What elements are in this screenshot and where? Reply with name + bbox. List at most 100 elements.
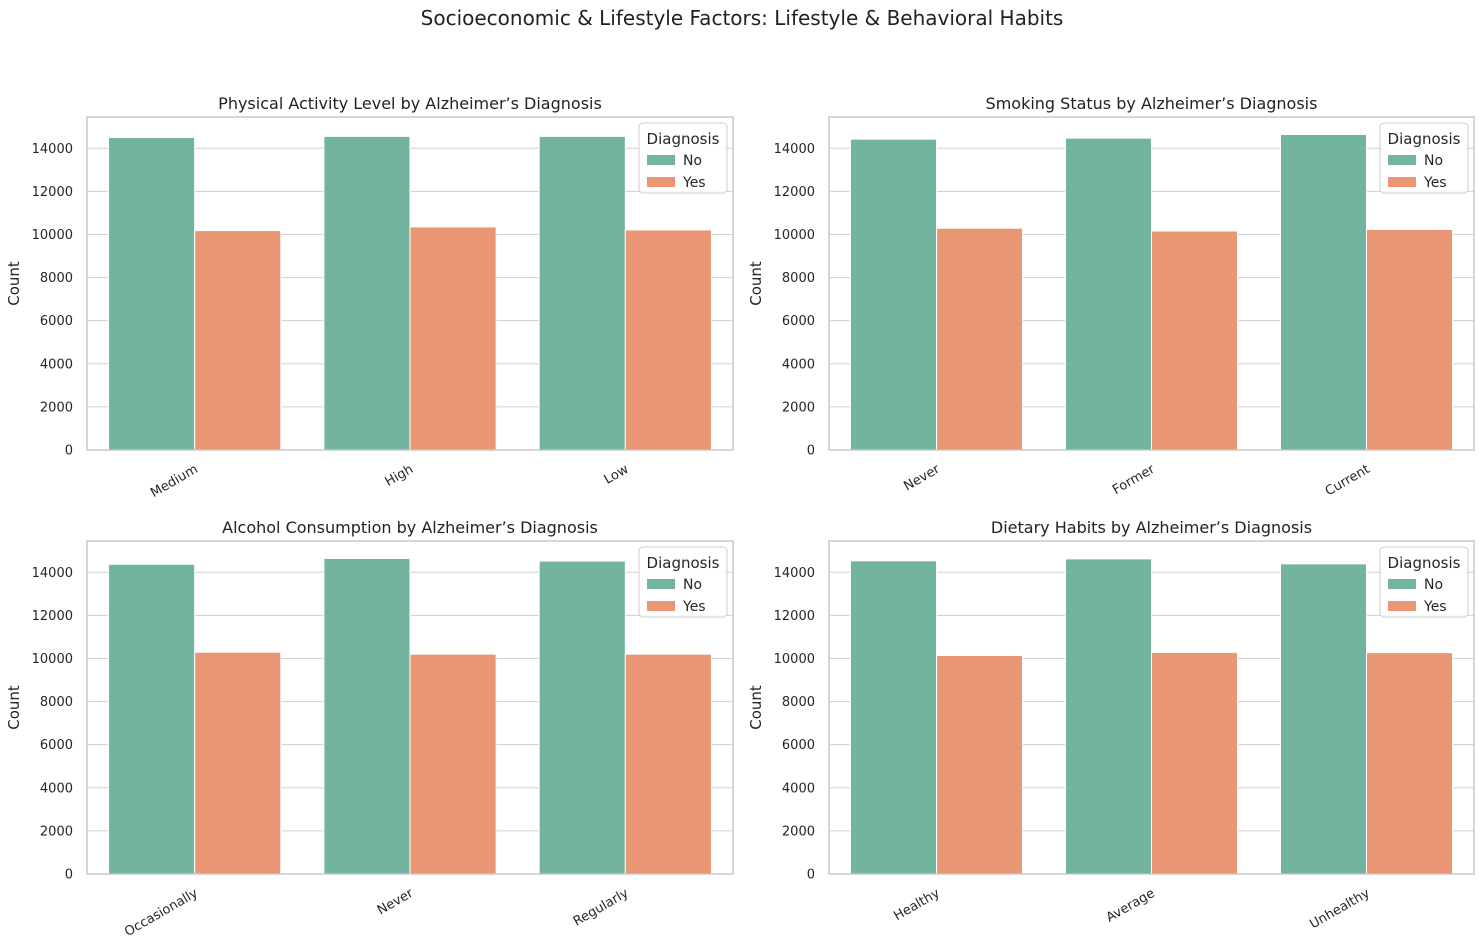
bar-low-no xyxy=(538,135,626,451)
y-tick-label: 2000 xyxy=(40,400,73,415)
legend-swatch-no xyxy=(647,155,675,165)
y-tick-label: 12000 xyxy=(774,609,815,624)
legend-title: Diagnosis xyxy=(647,554,720,572)
y-tick-label: 10000 xyxy=(774,652,815,667)
bar-medium-no xyxy=(108,136,196,451)
bar-healthy-yes xyxy=(936,654,1023,875)
x-tick-label: Medium xyxy=(148,462,201,501)
subplot-title: Dietary Habits by Alzheimer’s Diagnosis xyxy=(991,518,1312,537)
legend-label-yes: Yes xyxy=(682,599,706,615)
axes-frame xyxy=(86,540,734,875)
bar-unhealthy-no xyxy=(1280,563,1367,875)
bar-occasionally-no xyxy=(108,563,196,875)
y-axis-label: Count xyxy=(5,685,23,730)
legend-label-yes: Yes xyxy=(1423,599,1447,615)
bar-current-yes xyxy=(1366,229,1453,451)
y-tick-label: 6000 xyxy=(782,738,815,753)
x-tick-label: Never xyxy=(901,462,943,495)
y-axis-label: Count xyxy=(747,685,765,730)
bar-occasionally-yes xyxy=(194,651,282,875)
subplot-4: 0 2000 4000 6000 8000 10000 12000 14000 Healthy A… xyxy=(747,518,1475,932)
x-tick-label: High xyxy=(383,462,416,490)
legend-swatch-yes xyxy=(647,601,675,611)
y-tick-label: 6000 xyxy=(782,314,815,329)
bar-former-no xyxy=(1065,137,1152,451)
bar-high-yes xyxy=(409,226,497,451)
x-tick-label: Former xyxy=(1110,462,1158,498)
bar-low-yes xyxy=(624,229,712,451)
legend-box xyxy=(1379,546,1469,618)
bar-average-no xyxy=(1065,558,1152,875)
legend-label-no: No xyxy=(1424,577,1443,593)
bar-never-no xyxy=(850,138,937,451)
y-tick-label: 4000 xyxy=(782,781,815,796)
bar-former-yes xyxy=(1151,230,1238,451)
y-tick-label: 10000 xyxy=(32,228,73,243)
x-tick-label: Current xyxy=(1323,462,1373,499)
y-tick-label: 8000 xyxy=(40,271,73,286)
legend-swatch-yes xyxy=(1388,177,1416,187)
y-tick-label: 0 xyxy=(65,444,73,459)
axes-frame xyxy=(828,116,1475,451)
legend-label-yes: Yes xyxy=(682,175,706,191)
y-tick-label: 10000 xyxy=(32,652,73,667)
y-tick-label: 14000 xyxy=(774,142,815,157)
subplot-title: Smoking Status by Alzheimer’s Diagnosis xyxy=(986,94,1318,113)
bar-unhealthy-yes xyxy=(1366,652,1453,875)
subplot-2: 0 2000 4000 6000 8000 10000 12000 14000 Never For… xyxy=(747,94,1475,499)
legend-swatch-yes xyxy=(1388,601,1416,611)
subplot-title: Physical Activity Level by Alzheimer’s D… xyxy=(218,94,602,113)
legend-title: Diagnosis xyxy=(1388,554,1461,572)
y-tick-label: 8000 xyxy=(40,695,73,710)
legend-swatch-no xyxy=(1388,579,1416,589)
legend: Diagnosis No Yes xyxy=(1379,122,1469,194)
y-tick-label: 14000 xyxy=(32,566,73,581)
x-tick-label: Never xyxy=(375,886,417,919)
x-tick-label: Low xyxy=(602,462,632,488)
y-tick-label: 2000 xyxy=(782,400,815,415)
bar-never-yes xyxy=(936,227,1023,451)
subplot-1: 0 2000 4000 6000 8000 10000 12000 14000 Medium Hi… xyxy=(5,94,734,501)
legend-title: Diagnosis xyxy=(1388,130,1461,148)
bar-current-no xyxy=(1280,133,1367,451)
legend-label-no: No xyxy=(1424,153,1443,169)
legend-swatch-yes xyxy=(647,177,675,187)
subplot-3: 0 2000 4000 6000 8000 10000 12000 14000 Occasion… xyxy=(5,518,734,940)
x-tick-label: Regularly xyxy=(571,886,632,930)
legend-label-no: No xyxy=(683,577,702,593)
legend-label-yes: Yes xyxy=(1423,175,1447,191)
y-tick-label: 2000 xyxy=(782,824,815,839)
x-tick-label: Healthy xyxy=(891,886,942,924)
bar-never-no xyxy=(323,557,411,875)
y-tick-label: 4000 xyxy=(782,357,815,372)
legend-swatch-no xyxy=(1388,155,1416,165)
y-tick-label: 8000 xyxy=(782,695,815,710)
bar-regularly-no xyxy=(538,560,626,875)
bar-average-yes xyxy=(1151,651,1238,875)
legend-box xyxy=(638,546,728,618)
bar-medium-yes xyxy=(194,230,282,451)
bar-healthy-no xyxy=(850,560,937,875)
y-tick-label: 8000 xyxy=(782,271,815,286)
y-tick-label: 12000 xyxy=(774,185,815,200)
bar-regularly-yes xyxy=(624,653,712,875)
legend-swatch-no xyxy=(647,579,675,589)
figure-suptitle: Socioeconomic & Lifestyle Factors: Lifes… xyxy=(420,6,1064,30)
subplot-title: Alcohol Consumption by Alzheimer’s Diagn… xyxy=(222,518,598,537)
y-tick-label: 4000 xyxy=(40,781,73,796)
legend-title: Diagnosis xyxy=(647,130,720,148)
axes-frame xyxy=(828,540,1475,875)
y-tick-label: 0 xyxy=(807,444,815,459)
axes-frame xyxy=(86,116,734,451)
y-tick-label: 12000 xyxy=(32,609,73,624)
y-tick-label: 0 xyxy=(65,868,73,883)
bar-never-yes xyxy=(409,653,497,875)
y-axis-label: Count xyxy=(5,261,23,306)
y-tick-label: 6000 xyxy=(40,738,73,753)
legend: Diagnosis No Yes xyxy=(1379,546,1469,618)
legend-box xyxy=(1379,122,1469,194)
legend: Diagnosis No Yes xyxy=(638,122,728,194)
y-tick-label: 10000 xyxy=(774,228,815,243)
y-tick-label: 4000 xyxy=(40,357,73,372)
